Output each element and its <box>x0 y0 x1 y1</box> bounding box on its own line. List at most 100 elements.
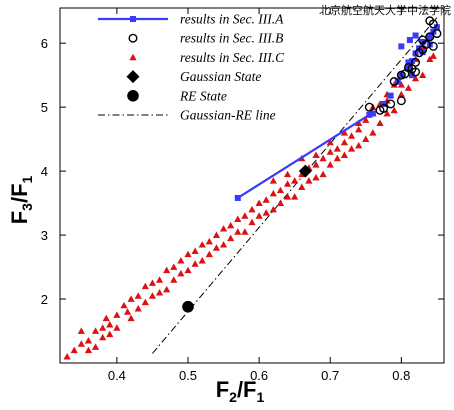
triangle-point <box>123 308 132 315</box>
triangle-point <box>84 337 93 344</box>
triangle-point <box>99 333 107 341</box>
triangle-point <box>134 305 142 312</box>
open-circle-point <box>411 67 421 77</box>
triangle-point <box>319 170 327 178</box>
triangle-point <box>369 129 377 136</box>
open-circle-point <box>379 103 389 113</box>
re-state-point <box>182 300 194 313</box>
triangle-point <box>333 145 341 152</box>
y-tick-label: 5 <box>41 100 48 115</box>
square-point <box>409 72 415 79</box>
square-point <box>234 194 241 201</box>
x-tick-label: 0.7 <box>321 368 339 383</box>
legend-label: results in Sec. III.B <box>180 31 283 46</box>
open-circle-point <box>418 45 428 55</box>
triangle-point <box>77 340 85 347</box>
triangle-point <box>362 116 370 123</box>
triangle-point <box>177 269 185 277</box>
legend-label: results in Sec. III.A <box>180 12 284 27</box>
triangle-point <box>397 81 405 88</box>
triangle-point <box>163 266 171 274</box>
square-point <box>412 32 419 39</box>
triangle-point <box>113 311 121 318</box>
open-circle-point <box>396 96 406 106</box>
triangle-point <box>127 295 135 302</box>
triangle-point <box>141 298 149 306</box>
legend: results in Sec. III.A results in Sec. III… <box>98 12 285 123</box>
triangle-point <box>91 327 100 334</box>
triangle-point <box>355 125 363 133</box>
open-circle-point <box>432 29 442 39</box>
triangle-point <box>291 193 299 200</box>
triangle-point <box>148 292 157 299</box>
square-point <box>369 110 376 117</box>
triangle-point <box>362 135 370 143</box>
triangle-point <box>326 161 334 168</box>
triangle-point <box>198 257 206 264</box>
triangle-point <box>113 324 121 331</box>
square-point <box>426 33 433 40</box>
triangle-point <box>84 346 93 354</box>
triangle-point <box>283 193 292 200</box>
triangle-point <box>219 225 228 232</box>
watermark-text: 北京航空航天大学中法学院 <box>319 4 451 17</box>
triangle-point <box>312 173 320 181</box>
square-point <box>406 36 413 43</box>
triangle-point <box>63 353 71 360</box>
triangle-point <box>241 228 249 235</box>
triangle-point <box>411 74 420 82</box>
y-tick-label: 2 <box>41 292 48 307</box>
open-circle-point <box>425 32 435 42</box>
triangle-point <box>148 279 157 286</box>
triangle-point <box>305 177 313 184</box>
triangle-point <box>255 212 263 219</box>
triangle-point <box>91 343 100 350</box>
y-tick-label: 4 <box>41 164 48 179</box>
x-axis-title: F2/F1 <box>216 377 265 405</box>
triangle-point <box>340 138 349 146</box>
triangle-point <box>291 177 299 184</box>
x-tick-label: 0.6 <box>250 368 268 383</box>
square-point <box>366 111 373 118</box>
legend-marker <box>126 70 140 84</box>
triangle-point <box>234 215 242 222</box>
triangle-point <box>219 241 228 248</box>
triangle-point <box>248 205 256 213</box>
triangle-point <box>326 148 334 155</box>
triangle-point <box>404 84 413 91</box>
triangle-point <box>269 177 277 184</box>
y-axis-title: F3/F1 <box>7 175 35 224</box>
triangle-point <box>127 314 135 322</box>
triangle-point <box>319 154 327 162</box>
triangle-point <box>390 81 398 88</box>
triangle-point <box>77 327 85 334</box>
triangle-point <box>262 209 270 216</box>
triangle-point <box>70 346 78 354</box>
triangle-point <box>419 71 427 79</box>
triangle-point <box>312 161 320 168</box>
triangle-point <box>212 231 221 238</box>
x-tick-label: 0.5 <box>179 368 197 383</box>
triangle-point <box>99 324 107 331</box>
triangle-point <box>326 138 334 146</box>
y-tick-label: 3 <box>41 228 48 243</box>
open-circle-point <box>425 16 435 26</box>
square-point <box>398 43 405 50</box>
triangle-point <box>262 196 270 203</box>
axes-frame <box>59 7 445 364</box>
triangle-point <box>212 244 221 251</box>
triangle-point <box>355 141 363 149</box>
x-tick-label: 0.4 <box>108 368 126 383</box>
triangle-point <box>255 199 263 206</box>
open-circle-point <box>364 102 374 112</box>
legend-marker <box>127 90 139 102</box>
triangle-point <box>347 145 356 152</box>
triangle-point <box>198 241 206 248</box>
y-tick-label: 6 <box>41 36 48 51</box>
triangle-point <box>205 250 213 258</box>
legend-label: Gaussian-RE line <box>180 108 276 123</box>
triangle-point <box>269 189 277 197</box>
triangle-point <box>170 263 178 270</box>
triangle-point <box>276 186 285 194</box>
